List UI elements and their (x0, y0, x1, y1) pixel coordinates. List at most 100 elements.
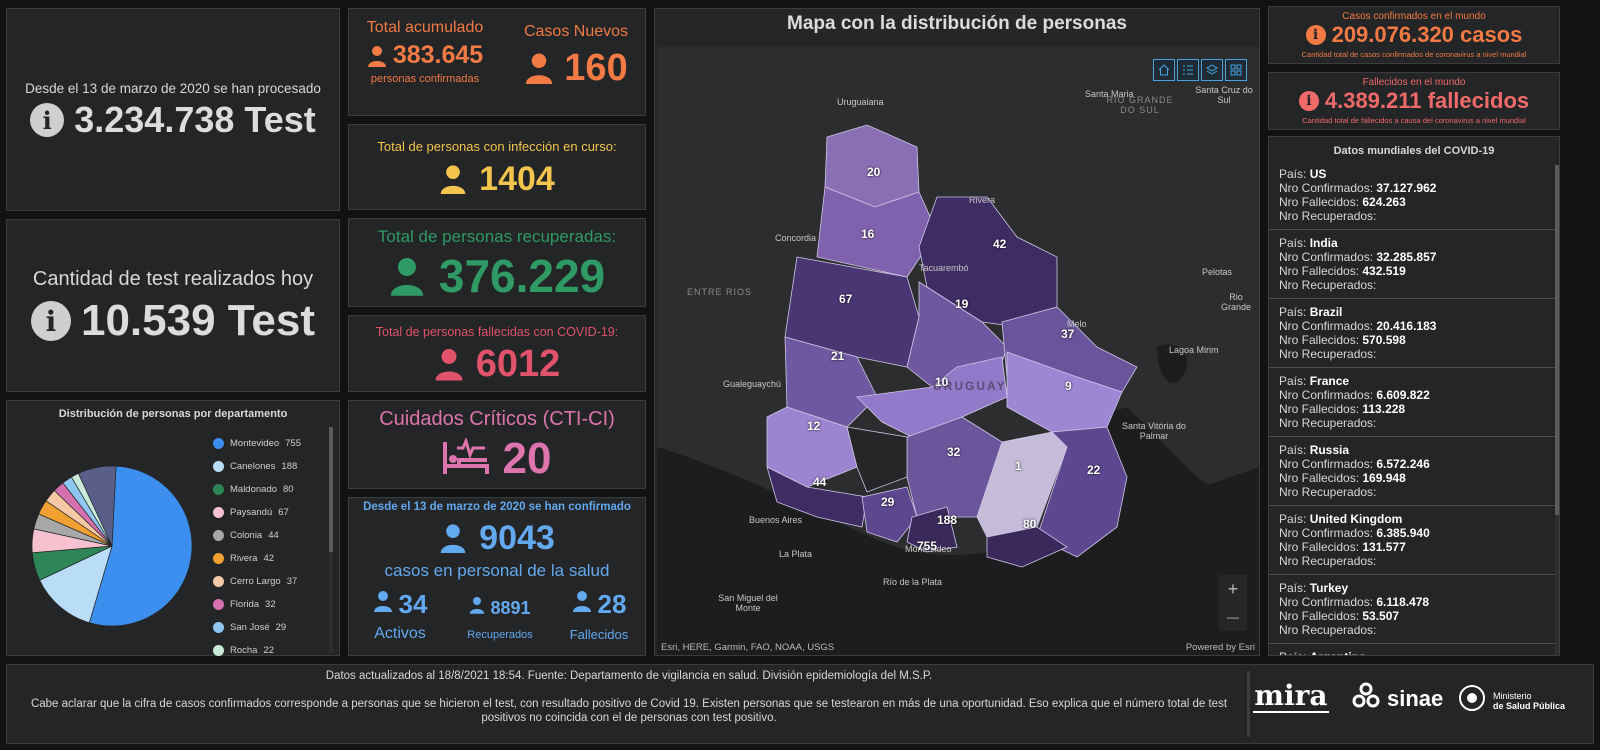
country-item[interactable]: País: US Nro Confirmados: 37.127.962 Nro F… (1269, 161, 1555, 230)
new-cases-value: 160 (564, 47, 628, 89)
department-region[interactable] (906, 506, 958, 553)
powered-by-esri[interactable]: Powered by Esri (1185, 642, 1255, 653)
map-view[interactable]: Uruguaiana Santa Maria Santa Cruz do Sul RI… (657, 47, 1259, 655)
map-canvas[interactable] (657, 47, 1259, 655)
country-field-label: Nro Fallecidos: (1279, 195, 1363, 209)
country-item[interactable]: País: Russia Nro Confirmados: 6.572.246 Nr… (1269, 437, 1555, 506)
infection-value: 1404 (479, 159, 555, 198)
hospital-bed-icon (442, 436, 489, 481)
legend-item[interactable]: Rocha 22 (213, 639, 323, 662)
infection-label: Total de personas con infección en curso… (377, 138, 617, 154)
department-region[interactable] (784, 336, 878, 428)
country-field-label: Nro Fallecidos: (1279, 471, 1363, 485)
mira-logo: mira (1254, 679, 1328, 712)
person-icon (524, 52, 554, 84)
zoom-out-button[interactable]: — (1227, 610, 1239, 624)
legend-label: Cerro Largo (230, 576, 281, 587)
pie-slice-montevideo[interactable] (88, 465, 193, 627)
footer: Datos actualizados al 18/8/2021 18:54. F… (6, 664, 1594, 744)
legend-value: 22 (263, 645, 275, 656)
country-field-label: País: (1279, 581, 1310, 595)
tests-today-value: 10.539 Test (80, 296, 315, 345)
region-count-label: 22 (1087, 463, 1101, 477)
map-place-label: Santa Vitória do Palmar (1122, 421, 1186, 441)
country-field-value: 20.416.183 (1376, 319, 1437, 333)
map-title: Mapa con la distribución de personas (787, 13, 1127, 34)
new-cases-label: Casos Nuevos (523, 23, 629, 40)
country-field-value: Brazil (1309, 305, 1343, 319)
tests-processed-panel: Desde el 13 de marzo de 2020 se han proc… (6, 8, 340, 211)
country-item[interactable]: País: France Nro Confirmados: 6.609.822 Nr… (1269, 368, 1555, 437)
country-item[interactable]: País: India Nro Confirmados: 32.285.857 Nr… (1269, 230, 1555, 299)
map-place-label: RIO GRANDE DO SUL (1106, 95, 1174, 115)
sinae-logo-icon (1351, 681, 1381, 716)
legend-item[interactable]: Maldonado 80 (213, 478, 323, 501)
legend-item[interactable]: Florida 32 (213, 593, 323, 616)
legend-item[interactable]: Canelones 188 (213, 455, 323, 478)
region-count-label: 21 (831, 349, 845, 363)
country-item[interactable]: País: ArgentinaNro Confirmados: 5.096.44… (1269, 644, 1555, 655)
legend-item[interactable]: San José 29 (213, 616, 323, 639)
legend-swatch (213, 599, 224, 610)
staff-active-label: Activos (374, 625, 426, 642)
pie-slice-otros[interactable] (77, 465, 117, 547)
country-item[interactable]: País: Turkey Nro Confirmados: 6.118.478 Nr… (1269, 575, 1555, 644)
region-count-label: 37 (1061, 327, 1075, 341)
legend-item[interactable]: Paysandú 67 (213, 501, 323, 524)
region-count-label: 67 (839, 292, 853, 306)
country-recovered-label: Nro Recuperados: (1279, 416, 1377, 430)
country-field-value: India (1309, 236, 1338, 250)
person-icon (469, 596, 485, 619)
department-region[interactable] (861, 486, 918, 543)
legend-swatch (213, 438, 224, 449)
country-field-label: Nro Confirmados: (1279, 526, 1377, 540)
home-icon[interactable] (1153, 59, 1175, 81)
list-icon[interactable] (1177, 59, 1199, 81)
staff-dead-value: 28 (597, 588, 627, 619)
pie-slice-canelones[interactable] (39, 545, 113, 624)
map-place-label: Santa Maria (1085, 89, 1134, 99)
basemap-gallery-icon[interactable] (1225, 59, 1247, 81)
region-count-label: 10 (935, 375, 949, 389)
legend-value: 67 (278, 507, 289, 518)
country-field-label: Nro Confirmados: (1279, 250, 1377, 264)
person-icon (439, 164, 467, 194)
legend-item[interactable]: Rivera 42 (213, 547, 323, 570)
legend-label: Maldonado (230, 484, 278, 495)
department-region[interactable] (846, 426, 908, 493)
legend-value: 32 (265, 599, 276, 610)
legend-scrollbar[interactable] (329, 427, 333, 653)
legend-value: 44 (268, 530, 279, 541)
country-field-value: 432.519 (1362, 264, 1406, 278)
country-item[interactable]: País: United Kingdom Nro Confirmados: 6.3… (1269, 506, 1555, 575)
legend-label: Canelones (230, 461, 276, 472)
region-count-label: 32 (947, 445, 961, 459)
country-field-label: País: (1279, 374, 1310, 388)
health-since-label: Desde el 13 de marzo de 2020 se han conf… (363, 501, 631, 513)
legend-item[interactable]: Cerro Largo 37 (213, 570, 323, 593)
country-field-label: País: (1279, 305, 1310, 319)
deaths-panel: Total de personas fallecidas con COVID-1… (348, 315, 646, 392)
country-item[interactable]: País: Brazil Nro Confirmados: 20.416.183 N… (1269, 299, 1555, 368)
department-region[interactable] (766, 466, 868, 528)
info-icon: i (30, 301, 71, 341)
map-place-label: Buenos Aires (749, 515, 803, 525)
department-region[interactable] (1036, 426, 1128, 558)
country-list-scrollbar[interactable] (1555, 165, 1559, 655)
total-acum-sub: personas confirmadas (370, 73, 480, 85)
department-region[interactable] (986, 526, 1068, 568)
world-confirmed-label: Casos confirmados en el mundo (1342, 11, 1486, 22)
legend-item[interactable]: Montevideo 755 (213, 432, 323, 455)
country-field-label: Nro Fallecidos: (1279, 333, 1363, 347)
person-icon (439, 523, 467, 553)
world-list-title: Datos mundiales del COVID-19 (1333, 145, 1495, 157)
world-deaths-value: 4.389.211 fallecidos (1324, 88, 1530, 113)
zoom-in-button[interactable]: + (1227, 579, 1239, 599)
cti-panel: Cuidados Críticos (CTI-CI) 20 (348, 400, 646, 489)
country-field-value: 32.285.857 (1376, 250, 1437, 264)
tests-today-panel: Cantidad de test realizados hoy i 10.539… (6, 219, 340, 392)
legend-item[interactable]: Colonia 44 (213, 524, 323, 547)
country-field-label: País: (1279, 236, 1310, 250)
layers-icon[interactable] (1201, 59, 1223, 81)
country-list[interactable]: País: US Nro Confirmados: 37.127.962 Nro F… (1269, 161, 1555, 655)
